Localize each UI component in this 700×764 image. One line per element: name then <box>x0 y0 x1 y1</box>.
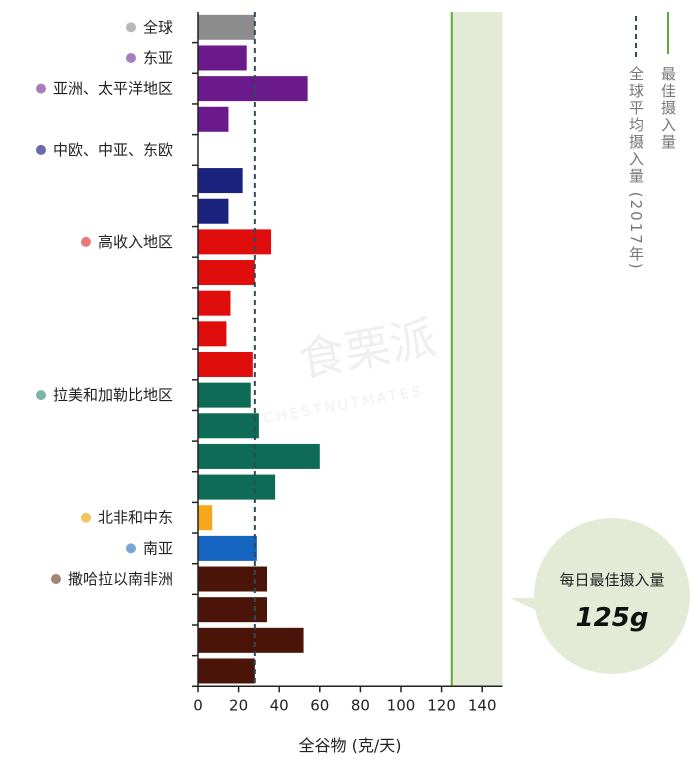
bar <box>198 260 255 286</box>
watermark-cn: 食栗派 <box>295 310 440 387</box>
x-tick-label: 40 <box>270 696 289 714</box>
bar <box>198 76 308 102</box>
x-axis-label: 全谷物 (克/天) <box>299 736 402 755</box>
callout-title: 每日最佳摄入量 <box>559 571 664 589</box>
callout-bubble <box>510 598 540 612</box>
bar <box>198 443 320 469</box>
bar <box>198 321 227 347</box>
callout-bubble-circle <box>534 518 690 674</box>
category-label: 东亚 <box>143 49 173 67</box>
bars <box>198 14 320 684</box>
bar <box>198 290 231 316</box>
callout-value: 125g <box>576 603 649 633</box>
bar <box>198 413 259 439</box>
x-tick-label: 0 <box>193 696 203 714</box>
bar <box>198 351 253 377</box>
bar <box>198 566 268 592</box>
bar <box>198 597 268 623</box>
watermark: 食栗派 CHESTNUTMATES <box>263 310 440 427</box>
category-label: 撒哈拉以南非洲 <box>68 570 173 588</box>
x-tick-label: 120 <box>427 696 456 714</box>
category-dot <box>80 512 91 523</box>
category-label: 高收入地区 <box>98 233 173 251</box>
x-tick-label: 20 <box>229 696 248 714</box>
category-dot <box>125 543 136 554</box>
bar <box>198 106 229 132</box>
category-label: 北非和中东 <box>98 509 173 527</box>
bar <box>198 45 247 71</box>
bar <box>198 229 272 255</box>
x-tick-label: 140 <box>468 696 497 714</box>
bar <box>198 198 229 224</box>
optimal-callout: 每日最佳摄入量 125g <box>510 518 690 674</box>
legend-optimal-label: 最佳摄入量 <box>659 66 677 151</box>
x-tick-label: 100 <box>387 696 416 714</box>
category-label: 拉美和加勒比地区 <box>53 386 173 404</box>
x-tick-label: 80 <box>351 696 370 714</box>
watermark-en: CHESTNUTMATES <box>263 383 425 427</box>
bar <box>198 535 257 561</box>
legend: 全球平均摄入量 (2017年) 最佳摄入量 <box>627 12 677 271</box>
category-dot <box>50 574 61 585</box>
x-axis-ticks: 0 20 40 60 80 100 120 140 <box>193 686 497 714</box>
optimal-intake-band <box>451 12 503 687</box>
bar <box>198 505 213 531</box>
category-labels: 全球东亚亚洲、太平洋地区中欧、中亚、东欧高收入地区拉美和加勒比地区北非和中东南亚… <box>35 18 173 588</box>
bar <box>198 382 251 408</box>
category-label: 南亚 <box>143 539 173 557</box>
y-axis-ticks <box>192 41 198 688</box>
legend-global-avg-label: 全球平均摄入量 (2017年) <box>627 65 645 270</box>
category-dot <box>35 83 46 94</box>
category-dot <box>80 236 91 247</box>
category-dot <box>35 144 46 155</box>
bar <box>198 14 255 40</box>
category-label: 亚洲、太平洋地区 <box>53 80 173 98</box>
x-tick-label: 60 <box>310 696 329 714</box>
bar <box>198 627 304 653</box>
bar <box>198 474 276 500</box>
category-dot <box>125 52 136 63</box>
category-label: 中欧、中亚、东欧 <box>53 141 173 159</box>
category-label: 全球 <box>143 18 173 36</box>
category-dot <box>35 390 46 401</box>
bar <box>198 658 255 684</box>
category-dot <box>125 22 136 33</box>
bar <box>198 168 243 194</box>
